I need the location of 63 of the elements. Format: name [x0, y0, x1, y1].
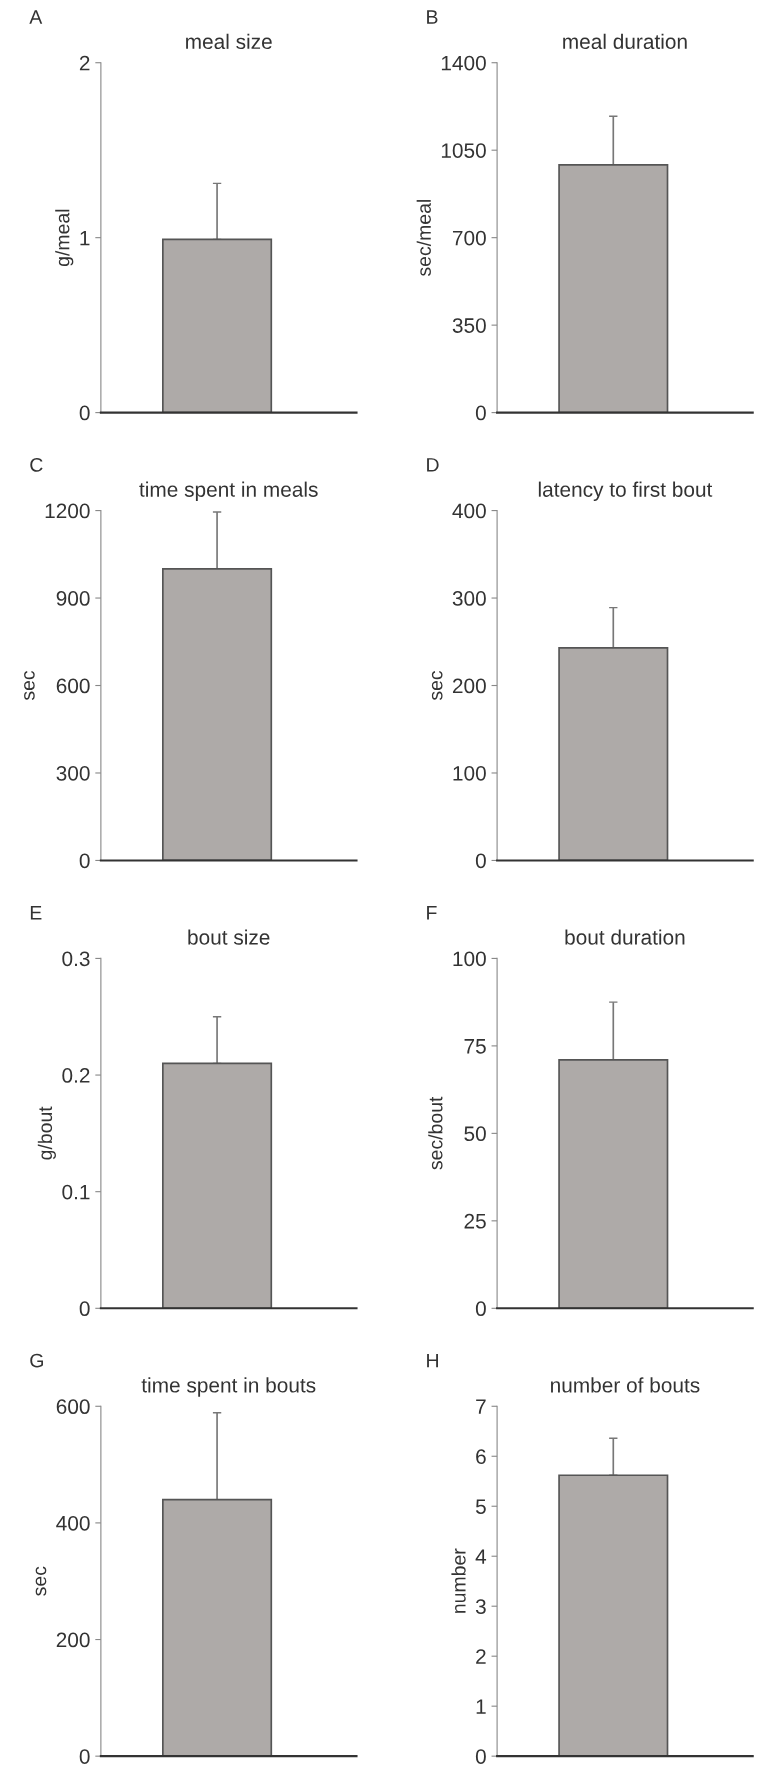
y-tick-label: 200: [452, 678, 486, 694]
y-tick-label: 400: [56, 1515, 90, 1531]
y-tick-label: 6: [476, 1449, 486, 1465]
chart-title: meal duration: [563, 33, 687, 50]
y-tick-label: 25: [464, 1213, 486, 1229]
y-tick-label: 0: [79, 405, 90, 421]
text: E: [30, 906, 42, 920]
y-tick-label: 350: [452, 318, 486, 333]
y-tick-label: 5: [475, 1499, 486, 1514]
text: D: [427, 458, 439, 472]
y-tick-label: 0.3: [62, 951, 90, 967]
y-tick-label: 0.2: [62, 1068, 90, 1083]
chart-title: bout size: [188, 929, 270, 945]
y-tick-label: 700: [452, 230, 486, 246]
chart-title: number of bouts: [551, 1377, 700, 1393]
y-tick-label: 0: [79, 1301, 90, 1317]
y-tick-label: 0: [475, 853, 486, 869]
y-tick-label: 1050: [441, 143, 486, 158]
y-tick-label: 1: [476, 1699, 486, 1714]
y-tick-label: 3: [475, 1599, 486, 1614]
y-tick-label: 300: [56, 765, 90, 781]
chart-title: time spent in meals: [139, 481, 318, 502]
y-tick-label: 50: [464, 1126, 486, 1142]
y-tick-label: 4: [475, 1549, 487, 1564]
y-tick-label: 0.1: [62, 1184, 90, 1200]
y-tick-label: 300: [452, 591, 486, 606]
y-tick-label: 600: [56, 1399, 90, 1415]
y-axis-title: sec/meal: [416, 200, 431, 277]
y-axis-title: number: [451, 1548, 466, 1613]
y-axis-title: sec: [24, 670, 35, 701]
y-tick-label: 1200: [45, 503, 90, 519]
text: B: [427, 10, 438, 24]
y-tick-label: 200: [56, 1632, 90, 1648]
y-axis-title: sec: [35, 1566, 47, 1596]
text: A: [29, 10, 43, 24]
y-tick-label: 7: [476, 1399, 486, 1414]
y-tick-label: 900: [56, 591, 90, 606]
y-tick-label: 1400: [441, 55, 486, 71]
text: H: [427, 1353, 438, 1368]
chart-title: latency to first bout: [538, 481, 713, 502]
y-tick-label: 75: [464, 1039, 486, 1054]
y-tick-label: 100: [453, 951, 486, 967]
y-axis-title: g/meal: [55, 209, 74, 267]
text: C: [30, 457, 43, 472]
y-axis-title: sec: [431, 670, 443, 701]
chart-title: bout duration: [565, 929, 685, 945]
chart-title: meal size: [186, 33, 272, 50]
text: G: [30, 1353, 43, 1368]
y-tick-label: 600: [56, 678, 90, 694]
y-axis-title: g/bout: [37, 1106, 56, 1160]
y-tick-label: 0: [475, 1301, 486, 1317]
chart-title: time spent in bouts: [141, 1377, 316, 1397]
y-tick-label: 0: [79, 1749, 90, 1764]
y-tick-label: 400: [452, 503, 486, 519]
y-tick-label: 0: [475, 405, 486, 421]
y-tick-label: 2: [79, 55, 90, 71]
y-tick-label: 100: [453, 765, 486, 781]
y-tick-label: 0: [475, 1749, 486, 1764]
y-tick-label: 0: [79, 853, 90, 869]
y-tick-label: 1: [80, 230, 90, 246]
y-axis-title: sec/bout: [428, 1096, 443, 1170]
y-tick-label: 2: [476, 1649, 486, 1664]
text: F: [427, 906, 437, 920]
